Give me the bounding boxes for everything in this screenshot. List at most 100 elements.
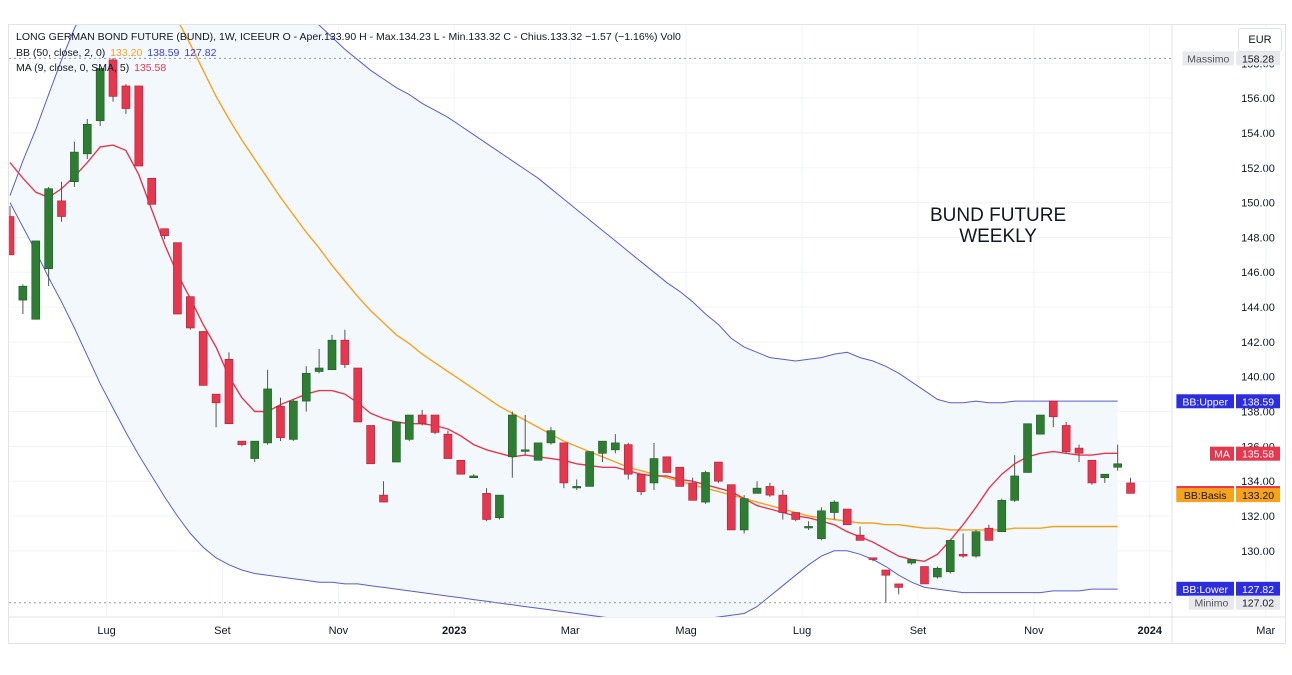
x-tick-label: Lug bbox=[97, 625, 115, 637]
candle-up bbox=[508, 414, 517, 458]
candle-up bbox=[701, 472, 710, 503]
candle-down bbox=[881, 569, 891, 576]
candle-down bbox=[958, 554, 968, 557]
candle-up bbox=[933, 567, 942, 578]
price-label-value: 127.02 bbox=[1242, 598, 1274, 610]
candle-up bbox=[546, 430, 556, 444]
y-tick-label: 150.00 bbox=[1241, 198, 1275, 210]
candle-down bbox=[765, 486, 775, 496]
candle-down bbox=[121, 85, 131, 109]
candle-down bbox=[417, 414, 427, 425]
legend-ma-label: MA (9, close, 0, SMA, 5) bbox=[16, 62, 130, 74]
price-label-value: 138.59 bbox=[1242, 396, 1274, 408]
currency-button[interactable]: EUR bbox=[1238, 28, 1282, 52]
candle-down bbox=[714, 461, 723, 482]
candle-down bbox=[868, 557, 878, 560]
candle-down bbox=[430, 414, 440, 433]
price-label-value-bg bbox=[1236, 51, 1280, 66]
candle-up bbox=[752, 487, 762, 494]
candle-up bbox=[1036, 414, 1045, 435]
candle-up bbox=[611, 442, 620, 451]
candle-down bbox=[1087, 459, 1097, 484]
candle-down bbox=[276, 406, 285, 438]
y-tick-label: 132.00 bbox=[1241, 511, 1275, 523]
x-tick-label: Nov bbox=[1024, 625, 1044, 637]
candle-down bbox=[675, 466, 685, 487]
candle-down bbox=[456, 459, 466, 475]
candle-up bbox=[314, 367, 324, 372]
y-tick-label: 130.00 bbox=[1241, 546, 1275, 558]
candle-up bbox=[44, 188, 53, 270]
candle-up bbox=[289, 400, 298, 440]
candle-down bbox=[160, 228, 169, 236]
candle-down bbox=[224, 359, 234, 425]
candle-up bbox=[585, 451, 594, 487]
candle-down bbox=[147, 177, 156, 205]
candle-down bbox=[623, 444, 633, 475]
candle-up bbox=[907, 559, 916, 564]
legend-ohlc-text: LONG GERMAN BOND FUTURE (BUND), 1W, ICEE… bbox=[16, 31, 681, 43]
candle-up bbox=[1100, 473, 1110, 479]
price-label-value: 133.20 bbox=[1242, 490, 1274, 502]
bb-basis-line bbox=[179, 25, 1118, 531]
candle-up bbox=[469, 475, 478, 479]
candle-down bbox=[134, 85, 144, 167]
candle-down bbox=[443, 433, 453, 459]
price-label-grey: Massimo 158.28 bbox=[1182, 51, 1280, 66]
candle-down bbox=[211, 393, 221, 404]
candle-down bbox=[559, 442, 569, 484]
candle-up bbox=[82, 123, 92, 155]
bb-lower-line bbox=[9, 202, 1118, 617]
candle-up bbox=[1010, 475, 1019, 501]
y-tick-label: 140.00 bbox=[1241, 372, 1275, 384]
candle-down bbox=[482, 493, 491, 520]
candle-up bbox=[533, 442, 543, 461]
candle-down bbox=[353, 367, 363, 423]
price-label-value-bg bbox=[1236, 446, 1280, 461]
y-tick-label: 142.00 bbox=[1241, 337, 1275, 349]
candle-down bbox=[1126, 482, 1135, 494]
candle-up bbox=[95, 68, 105, 122]
candle-down bbox=[379, 494, 388, 503]
candle-down bbox=[1061, 425, 1071, 452]
price-label-value-bg bbox=[1236, 595, 1280, 610]
legend-bb-line: BB (50, close, 2, 0) 133.20 138.59 127.8… bbox=[16, 47, 218, 59]
candle-down bbox=[984, 527, 994, 541]
candle-up bbox=[804, 526, 813, 529]
annotation-line-2: WEEKLY bbox=[959, 226, 1037, 247]
candle-up bbox=[404, 414, 414, 440]
price-label-value: 158.28 bbox=[1242, 53, 1274, 65]
candle-down bbox=[340, 339, 350, 365]
legend-symbol-line: LONG GERMAN BOND FUTURE (BUND), 1W, ICEE… bbox=[16, 31, 683, 43]
candle-down bbox=[173, 242, 182, 315]
price-label-basis: BB:Basis 133.20 bbox=[1176, 488, 1280, 503]
candle-up bbox=[327, 339, 337, 371]
candle-down bbox=[855, 534, 865, 541]
candle-up bbox=[739, 498, 749, 531]
price-label-upper: BB:Upper 138.59 bbox=[1176, 394, 1280, 409]
legend-bb-upper-value: 138.59 bbox=[147, 47, 180, 59]
x-tick-label: Set bbox=[910, 625, 927, 637]
candle-up bbox=[572, 486, 582, 489]
price-label-grey: Minimo 127.02 bbox=[1188, 595, 1280, 610]
price-label-value: 127.82 bbox=[1242, 584, 1274, 596]
price-label-name-bg bbox=[1176, 488, 1234, 503]
price-label-name-bg bbox=[1176, 394, 1234, 409]
candle-up bbox=[945, 540, 955, 573]
y-tick-label: 138.00 bbox=[1241, 407, 1275, 419]
chart-frame bbox=[8, 24, 1286, 644]
candle-up bbox=[649, 458, 659, 484]
x-tick-label: Mar bbox=[1256, 625, 1275, 637]
price-label-lower: BB:Lower 127.82 bbox=[1176, 581, 1280, 596]
candle-up bbox=[250, 440, 260, 459]
candle-down bbox=[186, 296, 195, 329]
x-tick-label: Set bbox=[214, 625, 231, 637]
price-label-value-bg bbox=[1236, 394, 1280, 409]
candle-up bbox=[1023, 423, 1032, 473]
price-label-name: BB:Lower bbox=[1182, 584, 1228, 596]
price-label-name: BB:Basis bbox=[1184, 490, 1227, 502]
candle-down bbox=[842, 508, 852, 526]
candle-down bbox=[791, 512, 800, 520]
candle-up bbox=[392, 421, 401, 463]
